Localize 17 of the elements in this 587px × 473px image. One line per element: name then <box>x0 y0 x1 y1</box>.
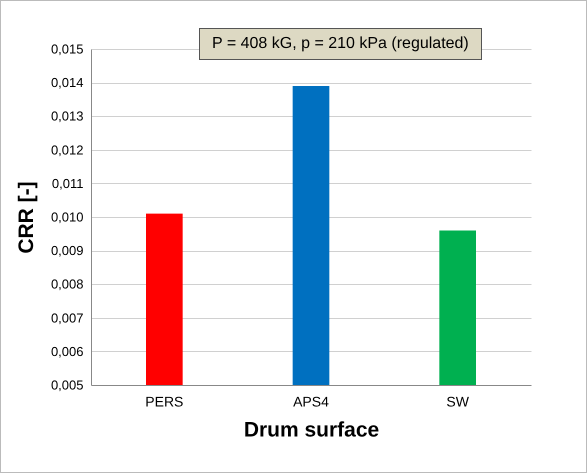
y-tick-label: 0,014 <box>50 75 84 90</box>
x-tick-label: PERS <box>145 394 184 410</box>
x-tick-label: APS4 <box>293 394 330 410</box>
y-tick-label: 0,010 <box>50 210 84 224</box>
y-tick-label: 0,005 <box>50 378 84 392</box>
x-tick-label: SW <box>446 394 470 410</box>
x-axis-title: Drum surface <box>244 418 380 442</box>
y-tick-label: 0,011 <box>52 176 84 191</box>
y-tick-label: 0,008 <box>50 276 84 292</box>
y-tick-label: 0,012 <box>50 142 84 158</box>
chart-title: P = 408 kG, p = 210 kPa (regulated) <box>199 28 482 60</box>
y-tick-label: 0,007 <box>50 310 84 326</box>
y-tick-label: 0,009 <box>50 243 84 258</box>
y-axis-title: CRR [-] <box>14 181 38 254</box>
y-tick-label: 0,015 <box>50 42 84 56</box>
y-tick-label: 0,006 <box>50 344 84 359</box>
y-tick-label: 0,013 <box>50 108 84 124</box>
